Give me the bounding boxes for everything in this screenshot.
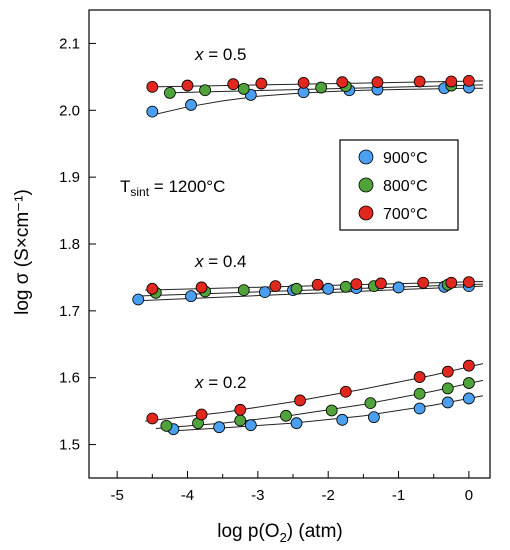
y-tick-label: 2.0 xyxy=(59,102,80,119)
annotation-x02: x = 0.2 xyxy=(194,373,247,392)
data-point xyxy=(255,77,268,90)
data-point xyxy=(339,280,352,293)
data-point xyxy=(195,408,208,421)
data-point xyxy=(462,359,475,372)
data-point xyxy=(445,75,458,88)
y-tick-label: 2.1 xyxy=(59,35,80,52)
series-x02-800C xyxy=(160,377,475,432)
data-point xyxy=(315,81,328,94)
data-point xyxy=(322,282,335,295)
axes-ticks: -5 -4 -3 -2 -1 0 1.5 1.6 1.7 1.8 1.9 2.0 2.1 xyxy=(59,35,473,504)
data-point xyxy=(146,105,159,118)
data-point xyxy=(237,82,250,95)
data-point xyxy=(237,284,250,297)
data-point xyxy=(297,76,310,89)
y-tick-label: 1.5 xyxy=(59,437,80,454)
data-point xyxy=(413,75,426,88)
data-point xyxy=(258,286,271,299)
y-tick-label: 1.9 xyxy=(59,169,80,186)
legend-marker-800 xyxy=(358,177,374,193)
legend: 900°C 800°C 700°C xyxy=(339,139,459,231)
data-point xyxy=(462,377,475,389)
y-tick-label: 1.8 xyxy=(59,236,80,253)
x-tick-label: -4 xyxy=(181,487,194,504)
data-point xyxy=(413,387,426,400)
data-point xyxy=(146,80,159,93)
data-point xyxy=(364,397,377,410)
data-point xyxy=(146,282,159,295)
data-point xyxy=(244,419,257,432)
data-point xyxy=(234,414,247,427)
x-tick-label: 0 xyxy=(465,487,473,504)
annotation-tsint: Tsint = 1200°C xyxy=(120,177,225,199)
y-tick-label: 1.7 xyxy=(59,303,80,320)
data-point xyxy=(336,413,349,426)
data-point xyxy=(311,278,324,291)
data-point xyxy=(441,396,454,409)
legend-marker-700 xyxy=(358,205,374,221)
y-axis-title: log σ (S×cm⁻¹) xyxy=(12,189,33,315)
data-point xyxy=(350,278,363,291)
data-point xyxy=(462,392,475,405)
legend-label-700: 700°C xyxy=(383,206,428,223)
series-x02-700C xyxy=(146,359,475,425)
series-x05-700C xyxy=(146,74,475,93)
data-point xyxy=(413,371,426,383)
data-point xyxy=(185,290,197,303)
x-tick-label: -2 xyxy=(322,487,335,504)
series-x04-700C xyxy=(146,276,475,295)
data-point xyxy=(375,277,387,290)
data-point xyxy=(462,74,475,87)
data-point xyxy=(132,293,145,306)
data-point xyxy=(199,84,211,97)
fit-line xyxy=(166,395,484,432)
data-point xyxy=(417,276,430,289)
legend-marker-900 xyxy=(358,149,374,165)
series-x05-900C xyxy=(146,81,475,118)
data-point xyxy=(336,76,349,89)
annotation-x04: x = 0.4 xyxy=(194,252,247,271)
data-point xyxy=(339,385,352,398)
data-point xyxy=(294,394,306,407)
data-point xyxy=(290,417,303,430)
y-tick-label: 1.6 xyxy=(59,370,80,387)
data-point xyxy=(164,87,176,99)
fit-line xyxy=(145,363,484,422)
data-point xyxy=(392,281,405,294)
x-axis-title: log p(O2) (atm) xyxy=(217,521,342,545)
data-point xyxy=(413,402,426,415)
data-point xyxy=(368,411,380,424)
data-point xyxy=(195,281,208,294)
data-point xyxy=(462,276,475,289)
data-point xyxy=(213,421,226,434)
legend-label-800: 800°C xyxy=(383,178,428,195)
x-tick-label: -3 xyxy=(251,487,264,504)
data-point xyxy=(441,365,454,378)
data-points xyxy=(132,74,475,436)
data-point xyxy=(441,382,454,395)
annotation-x05: x = 0.5 xyxy=(194,45,247,64)
data-point xyxy=(227,78,240,91)
data-point xyxy=(445,276,458,289)
data-point xyxy=(290,282,303,295)
data-point xyxy=(181,79,194,92)
data-point xyxy=(185,99,197,111)
x-tick-label: -5 xyxy=(110,487,123,504)
legend-label-900: 900°C xyxy=(383,150,428,167)
data-point xyxy=(160,419,173,432)
data-point xyxy=(269,280,282,293)
data-point xyxy=(234,403,247,416)
data-point xyxy=(146,412,159,425)
data-point xyxy=(371,76,384,89)
data-point xyxy=(280,409,292,422)
plot-frame xyxy=(88,9,491,479)
fit-lines xyxy=(134,80,484,432)
x-tick-label: -1 xyxy=(392,487,405,504)
data-point xyxy=(325,404,338,417)
